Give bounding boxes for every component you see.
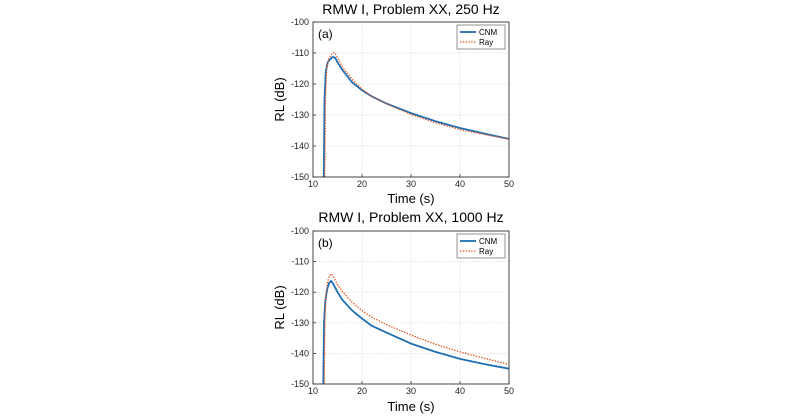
y-tick-label: -150 bbox=[291, 172, 309, 182]
x-tick-label: 30 bbox=[406, 386, 416, 396]
chart-title: RMW I, Problem XX, 1000 Hz bbox=[318, 209, 503, 225]
y-tick-label: -120 bbox=[291, 287, 309, 297]
y-axis-label: RL (dB) bbox=[272, 285, 287, 329]
legend-label-cnm: CNM bbox=[479, 28, 498, 37]
panel-label: (b) bbox=[318, 236, 333, 250]
legend-label-ray: Ray bbox=[479, 38, 493, 47]
y-tick-label: -140 bbox=[291, 141, 309, 151]
x-axis-label: Time (s) bbox=[387, 399, 434, 414]
x-tick-label: 50 bbox=[504, 386, 514, 396]
x-tick-label: 20 bbox=[357, 386, 367, 396]
y-tick-label: -110 bbox=[292, 48, 309, 58]
x-tick-label: 10 bbox=[308, 179, 318, 189]
y-tick-label: -120 bbox=[291, 79, 309, 89]
x-axis-label: Time (s) bbox=[387, 191, 434, 206]
chart-title: RMW I, Problem XX, 250 Hz bbox=[322, 1, 499, 17]
x-tick-label: 20 bbox=[357, 179, 367, 189]
y-tick-label: -130 bbox=[291, 110, 309, 120]
legend-label-ray: Ray bbox=[479, 247, 493, 256]
y-axis-label: RL (dB) bbox=[272, 77, 287, 121]
y-tick-label: -110 bbox=[292, 257, 309, 267]
legend-box bbox=[456, 24, 506, 50]
series-line-ray bbox=[323, 273, 509, 384]
y-tick-label: -100 bbox=[291, 226, 309, 236]
chart-panel-a: RMW I, Problem XX, 250 Hz 10 20 30 40 50 -100 -… bbox=[272, 1, 514, 206]
panel-label: (a) bbox=[318, 27, 333, 41]
axes-frame bbox=[312, 230, 510, 385]
x-tick-label: 40 bbox=[455, 179, 465, 189]
x-tick-label: 30 bbox=[406, 179, 416, 189]
legend-label-cnm: CNM bbox=[479, 237, 498, 246]
y-tick-label: -150 bbox=[291, 379, 309, 389]
series-line-ray bbox=[324, 51, 509, 177]
legend-box bbox=[456, 233, 506, 259]
x-tick-label: 10 bbox=[308, 386, 318, 396]
x-tick-label: 50 bbox=[504, 179, 514, 189]
y-tick-label: -140 bbox=[291, 348, 309, 358]
x-tick-label: 40 bbox=[455, 386, 465, 396]
axes-frame bbox=[312, 21, 510, 178]
y-tick-label: -100 bbox=[291, 17, 309, 27]
y-tick-label: -130 bbox=[291, 318, 309, 328]
chart-panel-b: RMW I, Problem XX, 1000 Hz 10 20 30 40 50 -100… bbox=[272, 209, 514, 414]
